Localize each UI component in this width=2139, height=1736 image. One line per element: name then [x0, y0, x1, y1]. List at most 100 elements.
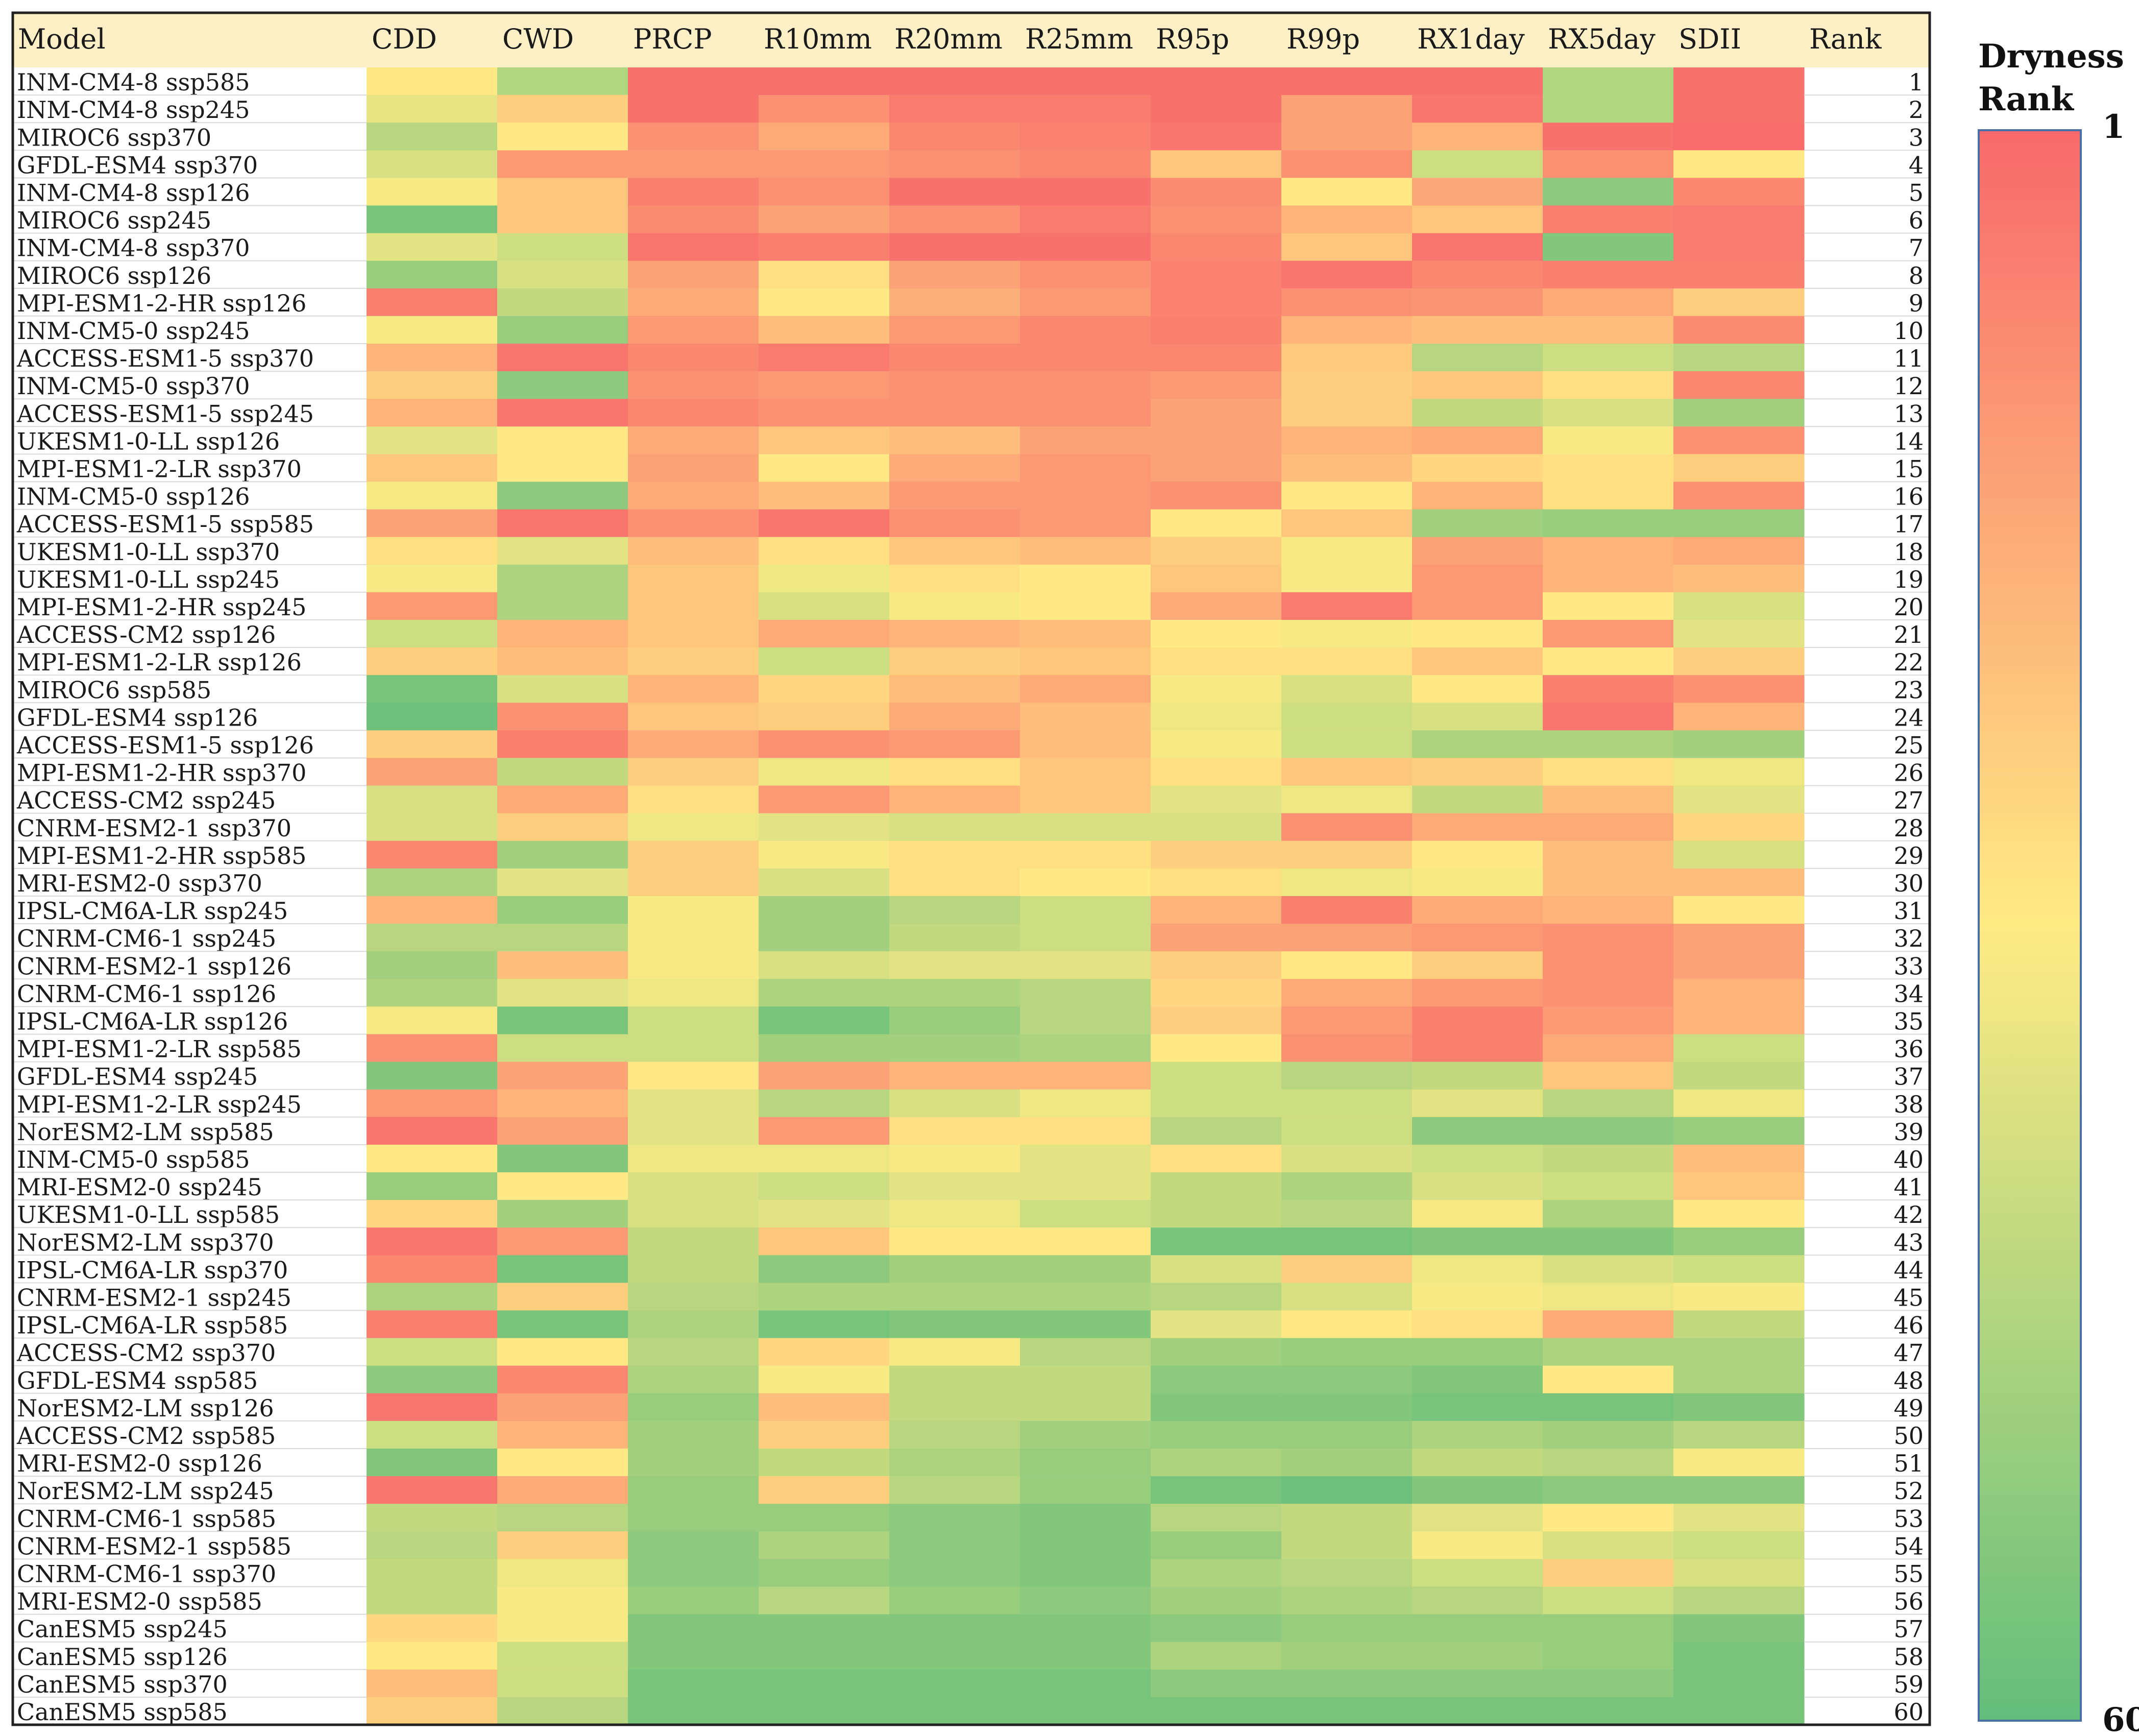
row-model-label: MPI-ESM1-2-HR ssp245 — [17, 593, 306, 621]
heat-cell-rx1day — [1412, 123, 1543, 151]
heat-cell-r10mm — [759, 1006, 890, 1035]
row-model-label: CNRM-CM6-1 ssp370 — [17, 1560, 276, 1588]
heat-cell-cwd — [497, 1310, 628, 1339]
heat-cell-sdii — [1673, 979, 1805, 1007]
heat-cell-r25mm — [1020, 1338, 1151, 1366]
heat-cell-rx5day — [1543, 67, 1674, 95]
heat-cell-cdd — [367, 592, 498, 620]
heat-cell-r25mm — [1020, 1420, 1151, 1449]
row-model-label: MPI-ESM1-2-LR ssp126 — [17, 648, 302, 676]
heat-cell-r25mm — [1020, 1283, 1151, 1311]
heat-cell-cwd — [497, 509, 628, 538]
heat-cell-r95p — [1151, 1365, 1282, 1394]
heat-cell-r10mm — [759, 1476, 890, 1504]
heat-cell-prcp — [628, 233, 759, 261]
heat-cell-sdii — [1673, 123, 1805, 151]
column-header-r20mm: R20mm — [894, 23, 1003, 55]
heat-cell-cwd — [497, 426, 628, 454]
heat-cell-r99p — [1281, 1034, 1413, 1063]
heat-cell-cwd — [497, 703, 628, 731]
heat-cell-r10mm — [759, 730, 890, 759]
heat-cell-r25mm — [1020, 924, 1151, 952]
heat-cell-r95p — [1151, 371, 1282, 399]
heat-cell-cdd — [367, 730, 498, 759]
heat-cell-sdii — [1673, 592, 1805, 620]
heat-cell-r20mm — [889, 1200, 1020, 1228]
heat-cell-r10mm — [759, 1504, 890, 1532]
heat-cell-r20mm — [889, 785, 1020, 814]
heat-cell-rx5day — [1543, 1117, 1674, 1145]
heat-cell-r95p — [1151, 1476, 1282, 1504]
heat-cell-r99p — [1281, 1504, 1413, 1532]
heat-cell-rx5day — [1543, 1089, 1674, 1118]
heat-cell-r99p — [1281, 1310, 1413, 1339]
heat-cell-rx1day — [1412, 1365, 1543, 1394]
heat-cell-rx5day — [1543, 868, 1674, 897]
heat-cell-cdd — [367, 924, 498, 952]
heat-cell-r25mm — [1020, 1172, 1151, 1200]
heat-cell-prcp — [628, 1586, 759, 1615]
row-rank-label: 53 — [1893, 1505, 1924, 1532]
heat-cell-cwd — [497, 1117, 628, 1145]
heat-cell-r20mm — [889, 1117, 1020, 1145]
heat-cell-rx5day — [1543, 1144, 1674, 1173]
row-rank-label: 26 — [1893, 759, 1924, 787]
heat-cell-r95p — [1151, 260, 1282, 289]
heat-cell-rx1day — [1412, 205, 1543, 234]
heat-cell-prcp — [628, 95, 759, 123]
heat-cell-cdd — [367, 537, 498, 565]
heat-cell-cwd — [497, 924, 628, 952]
heat-cell-rx5day — [1543, 509, 1674, 538]
heat-cell-prcp — [628, 675, 759, 703]
row-rank-label: 19 — [1893, 566, 1924, 593]
heat-cell-sdii — [1673, 1642, 1805, 1670]
row-model-label: UKESM1-0-LL ssp370 — [17, 538, 280, 566]
row-rank-label: 8 — [1909, 262, 1924, 290]
heat-cell-cwd — [497, 1144, 628, 1173]
heat-cell-r99p — [1281, 785, 1413, 814]
heat-cell-r99p — [1281, 564, 1413, 593]
heat-cell-r25mm — [1020, 454, 1151, 483]
heat-cell-cdd — [367, 1006, 498, 1035]
heat-cell-cwd — [497, 399, 628, 427]
heat-cell-sdii — [1673, 1393, 1805, 1421]
heat-cell-r20mm — [889, 260, 1020, 289]
row-model-label: NorESM2-LM ssp370 — [17, 1228, 274, 1256]
heat-cell-sdii — [1673, 288, 1805, 317]
heat-cell-r20mm — [889, 1283, 1020, 1311]
heat-cell-r25mm — [1020, 1310, 1151, 1339]
heat-cell-rx1day — [1412, 1642, 1543, 1670]
heat-cell-r99p — [1281, 260, 1413, 289]
heat-cell-sdii — [1673, 481, 1805, 510]
heat-cell-r10mm — [759, 371, 890, 399]
heat-cell-cwd — [497, 1697, 628, 1725]
heat-cell-r20mm — [889, 1310, 1020, 1339]
row-model-label: IPSL-CM6A-LR ssp126 — [17, 1008, 288, 1035]
heat-cell-rx1day — [1412, 1062, 1543, 1090]
heat-cell-rx5day — [1543, 1669, 1674, 1698]
heat-cell-r20mm — [889, 675, 1020, 703]
heat-cell-sdii — [1673, 730, 1805, 759]
heat-cell-cdd — [367, 371, 498, 399]
row-rank-label: 9 — [1909, 290, 1924, 317]
heat-cell-cwd — [497, 233, 628, 261]
heat-cell-rx1day — [1412, 1420, 1543, 1449]
heat-cell-r25mm — [1020, 675, 1151, 703]
heat-cell-r95p — [1151, 123, 1282, 151]
heatmap-cells — [367, 67, 1805, 1725]
heat-cell-sdii — [1673, 150, 1805, 178]
heat-cell-r99p — [1281, 1200, 1413, 1228]
heat-cell-cdd — [367, 288, 498, 317]
heat-cell-r25mm — [1020, 1089, 1151, 1118]
heat-cell-cdd — [367, 344, 498, 372]
heat-cell-sdii — [1673, 1420, 1805, 1449]
heat-cell-r20mm — [889, 1669, 1020, 1698]
heat-cell-r99p — [1281, 481, 1413, 510]
heat-cell-prcp — [628, 1449, 759, 1477]
heat-cell-sdii — [1673, 67, 1805, 95]
row-rank-label: 36 — [1893, 1035, 1924, 1063]
heat-cell-r10mm — [759, 509, 890, 538]
heat-cell-cdd — [367, 1338, 498, 1366]
heat-cell-cwd — [497, 1476, 628, 1504]
heat-cell-r99p — [1281, 399, 1413, 427]
